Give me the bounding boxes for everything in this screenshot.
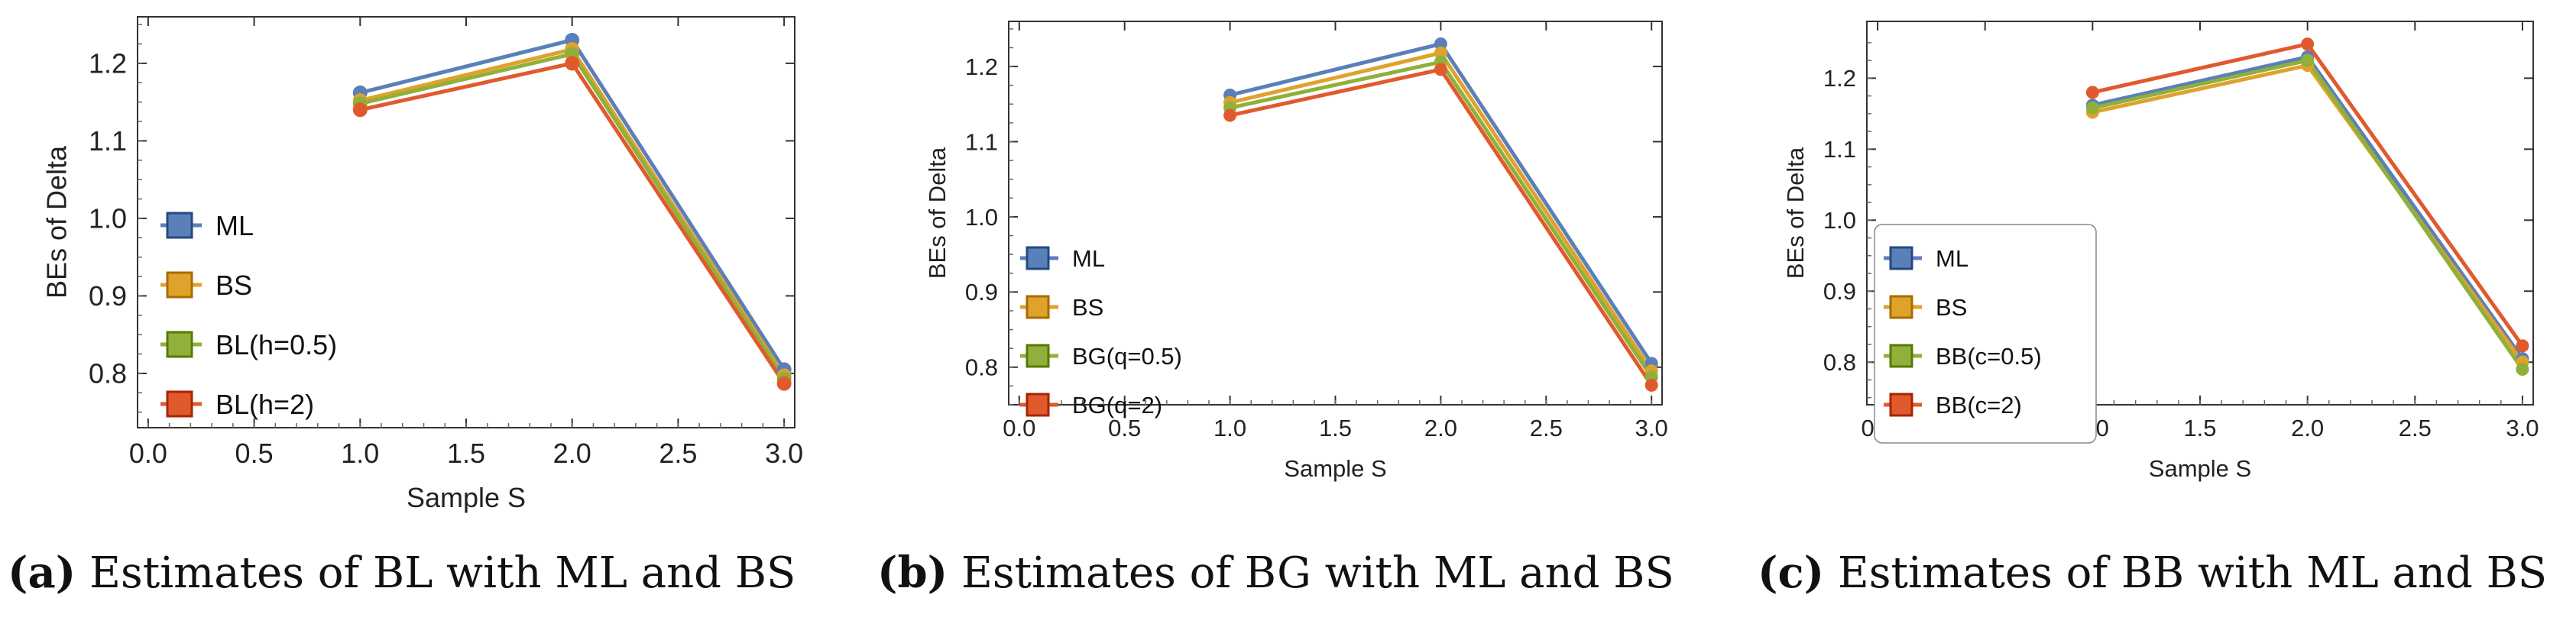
- caption-c-label: (c): [1758, 548, 1825, 598]
- data-point-BL(h=2)-a: [776, 376, 792, 391]
- legend-label-BS-b: BS: [1072, 294, 1103, 321]
- x-tick-label-a: 0.0: [129, 438, 167, 469]
- legend-swatch-ML-a: [166, 212, 193, 239]
- series-line-ML-c: [2092, 54, 2524, 360]
- caption-b-text: Estimates of BG with ML and BS: [961, 548, 1674, 598]
- legend-swatch-BG(q=0.5)-b: [1026, 344, 1050, 368]
- data-point-BG(q=2)-b: [1223, 108, 1237, 122]
- chart-panel-b: 0.0 0.5 1.0 1.5 2.0 2.5 3.0 0.8 0.9 1.0 1.1 1.2 Samp…: [924, 21, 1668, 482]
- x-tick-label-b: 0.0: [1003, 415, 1035, 441]
- y-tick-label-a: 0.8: [89, 358, 127, 389]
- caption-b-label: (b): [877, 548, 948, 598]
- y-axis-label-c: BEs of Delta: [1782, 147, 1809, 279]
- series-line-ML-b: [1230, 42, 1654, 365]
- legend-swatch-BB(c=0.5)-c: [1889, 344, 1913, 368]
- legend-label-BL(h=2)-a: BL(h=2): [215, 389, 314, 420]
- legend-label-BL(h=0.5)-a: BL(h=0.5): [215, 329, 337, 360]
- chart-panel-a: 0.0 0.5 1.0 1.5 2.0 2.5 3.0 0.8 0.9 1.0 1.1 1.2 Samp…: [41, 16, 803, 513]
- x-tick-label-b: 2.5: [1530, 415, 1563, 441]
- legend-label-BG(q=0.5)-b: BG(q=0.5): [1072, 343, 1182, 370]
- legend-label-BS-c: BS: [1936, 294, 1967, 321]
- x-tick-label-b: 1.5: [1319, 415, 1352, 441]
- y-tick-label-b: 0.9: [965, 279, 998, 305]
- x-tick-label-b: 3.0: [1635, 415, 1668, 441]
- data-point-BB(c=2)-c: [2301, 37, 2315, 51]
- series-line-BS-c: [2092, 63, 2524, 364]
- y-tick-label-b: 1.1: [965, 128, 998, 155]
- data-point-BG(q=2)-b: [1434, 63, 1447, 76]
- x-tick-label-a: 0.5: [235, 438, 274, 469]
- x-axis-label-c: Sample S: [2149, 455, 2251, 482]
- legend-label-BB(c=2)-c: BB(c=2): [1936, 392, 2022, 419]
- data-point-BL(h=2)-a: [352, 102, 368, 118]
- legend-swatch-BL(h=0.5)-a: [166, 331, 193, 358]
- x-tick-label-c: 2.5: [2399, 415, 2432, 441]
- legend-swatch-BS-c: [1889, 295, 1913, 319]
- legend-swatch-BS-a: [166, 271, 193, 299]
- x-tick-label-c: 1.5: [2183, 415, 2216, 441]
- y-tick-label-c: 1.1: [1823, 136, 1856, 163]
- caption-c: (c) Estimates of BB with ML and BS: [1758, 538, 2547, 607]
- data-point-BB(c=0.5)-c: [2516, 363, 2529, 377]
- legend-label-ML-a: ML: [215, 210, 254, 241]
- data-point-BG(q=2)-b: [1644, 378, 1658, 392]
- y-tick-label-b: 1.0: [965, 204, 998, 231]
- x-tick-label-a: 3.0: [765, 438, 803, 469]
- data-point-BB(c=0.5)-c: [2301, 53, 2315, 67]
- x-tick-label-a: 2.0: [553, 438, 591, 469]
- legend-label-BS-a: BS: [215, 270, 252, 301]
- x-tick-label-a: 2.5: [659, 438, 697, 469]
- x-tick-label-a: 1.5: [447, 438, 485, 469]
- series-line-BL(h=0.5)-a: [359, 52, 786, 380]
- caption-c-text: Estimates of BB with ML and BS: [1837, 548, 2548, 598]
- series-line-BL(h=2)-a: [359, 61, 786, 385]
- series-line-BG(q=0.5)-b: [1230, 60, 1654, 378]
- x-tick-label-c: 3.0: [2506, 415, 2539, 441]
- legend-swatch-BG(q=2)-b: [1026, 393, 1050, 417]
- y-tick-label-b: 1.2: [965, 53, 998, 80]
- legend-swatch-ML-c: [1889, 246, 1913, 270]
- y-tick-label-a: 1.1: [89, 125, 127, 157]
- y-tick-label-b: 0.8: [965, 354, 998, 381]
- y-tick-label-c: 0.8: [1823, 349, 1856, 376]
- y-tick-label-a: 0.9: [89, 280, 127, 312]
- y-axis-label-b: BEs of Delta: [924, 147, 951, 279]
- series-line-BB(c=0.5)-c: [2092, 58, 2524, 370]
- x-tick-label-b: 1.0: [1213, 415, 1246, 441]
- caption-a-text: Estimates of BL with ML and BS: [89, 548, 796, 598]
- data-point-BB(c=2)-c: [2516, 339, 2529, 353]
- x-axis-label-a: Sample S: [407, 482, 526, 513]
- x-tick-label-c: 2.0: [2291, 415, 2324, 441]
- legend-label-BB(c=0.5)-c: BB(c=0.5): [1936, 343, 2042, 370]
- legend-label-ML-b: ML: [1072, 245, 1105, 272]
- x-axis-label-b: Sample S: [1284, 455, 1386, 482]
- y-tick-label-c: 0.9: [1823, 278, 1856, 305]
- series-line-BG(q=2)-b: [1230, 67, 1654, 386]
- y-axis-label-a: BEs of Delta: [41, 145, 72, 299]
- legend-swatch-BL(h=2)-a: [166, 390, 193, 418]
- x-tick-label-b: 0.5: [1108, 415, 1141, 441]
- series-line-BS-a: [359, 47, 786, 377]
- legend-label-BG(q=2)-b: BG(q=2): [1072, 392, 1162, 419]
- legend-swatch-ML-b: [1026, 246, 1050, 270]
- caption-b: (b) Estimates of BG with ML and BS: [877, 538, 1674, 607]
- x-tick-label-b: 2.0: [1424, 415, 1457, 441]
- legend-label-ML-c: ML: [1936, 245, 1968, 272]
- legend-frame-c: [1874, 224, 2097, 444]
- data-point-BL(h=2)-a: [565, 56, 580, 71]
- legend-swatch-BS-b: [1026, 295, 1050, 319]
- y-tick-label-a: 1.0: [89, 203, 127, 234]
- y-tick-label-c: 1.0: [1823, 207, 1856, 234]
- caption-a-label: (a): [8, 548, 76, 598]
- y-tick-label-c: 1.2: [1823, 65, 1856, 92]
- x-tick-label-a: 1.0: [341, 438, 379, 469]
- caption-a: (a) Estimates of BL with ML and BS: [8, 538, 795, 607]
- legend-swatch-BB(c=2)-c: [1889, 393, 1913, 417]
- data-point-BB(c=0.5)-c: [2085, 101, 2099, 115]
- chart-panel-c: 0.00.51.01.52.02.53.00.80.91.01.11.2Samp…: [1782, 21, 2539, 482]
- y-tick-label-a: 1.2: [89, 48, 127, 79]
- data-point-BB(c=2)-c: [2085, 86, 2099, 99]
